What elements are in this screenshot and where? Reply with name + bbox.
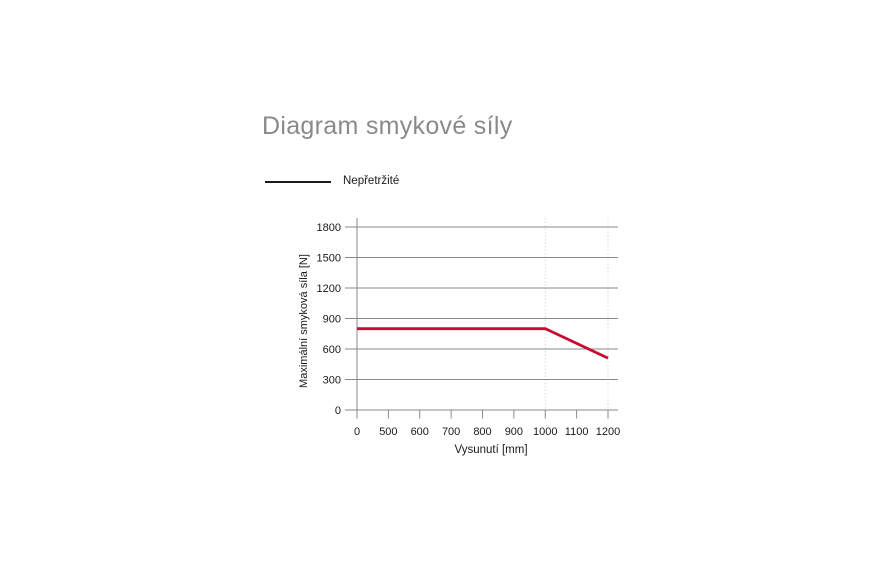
- page-title: Diagram smykové síly: [262, 112, 513, 140]
- x-tick-label: 700: [442, 426, 460, 438]
- y-tick-label: 600: [323, 344, 341, 356]
- y-tick-label: 1200: [317, 283, 341, 295]
- x-tick-label: 1100: [565, 426, 589, 438]
- legend-line-swatch: [265, 181, 331, 183]
- y-tick-label: 300: [323, 375, 341, 387]
- legend-label: Nepřetržité: [343, 175, 400, 187]
- series-line-Nepřetržité: [357, 327, 609, 360]
- x-tick-label: 0: [354, 426, 360, 438]
- x-tick-label: 1000: [533, 426, 557, 438]
- shear-force-chart: 0 300 600 900 1200 1500 1800 0 500 600 700 800 900 10…: [317, 218, 620, 438]
- x-axis-title: Vysunutí [mm]: [454, 444, 528, 456]
- y-tick-label: 0: [335, 405, 341, 417]
- x-tick-label: 1200: [596, 426, 620, 438]
- y-tick-label: 900: [323, 314, 341, 326]
- y-tick-label: 1800: [317, 222, 341, 234]
- x-tick-label: 500: [379, 426, 397, 438]
- x-tick-label: 800: [473, 426, 491, 438]
- x-tick-label: 600: [411, 426, 429, 438]
- y-tick-label: 1500: [317, 253, 341, 265]
- x-tick-label: 900: [505, 426, 523, 438]
- y-axis-title: Maximální smyková síla [N]: [298, 254, 310, 388]
